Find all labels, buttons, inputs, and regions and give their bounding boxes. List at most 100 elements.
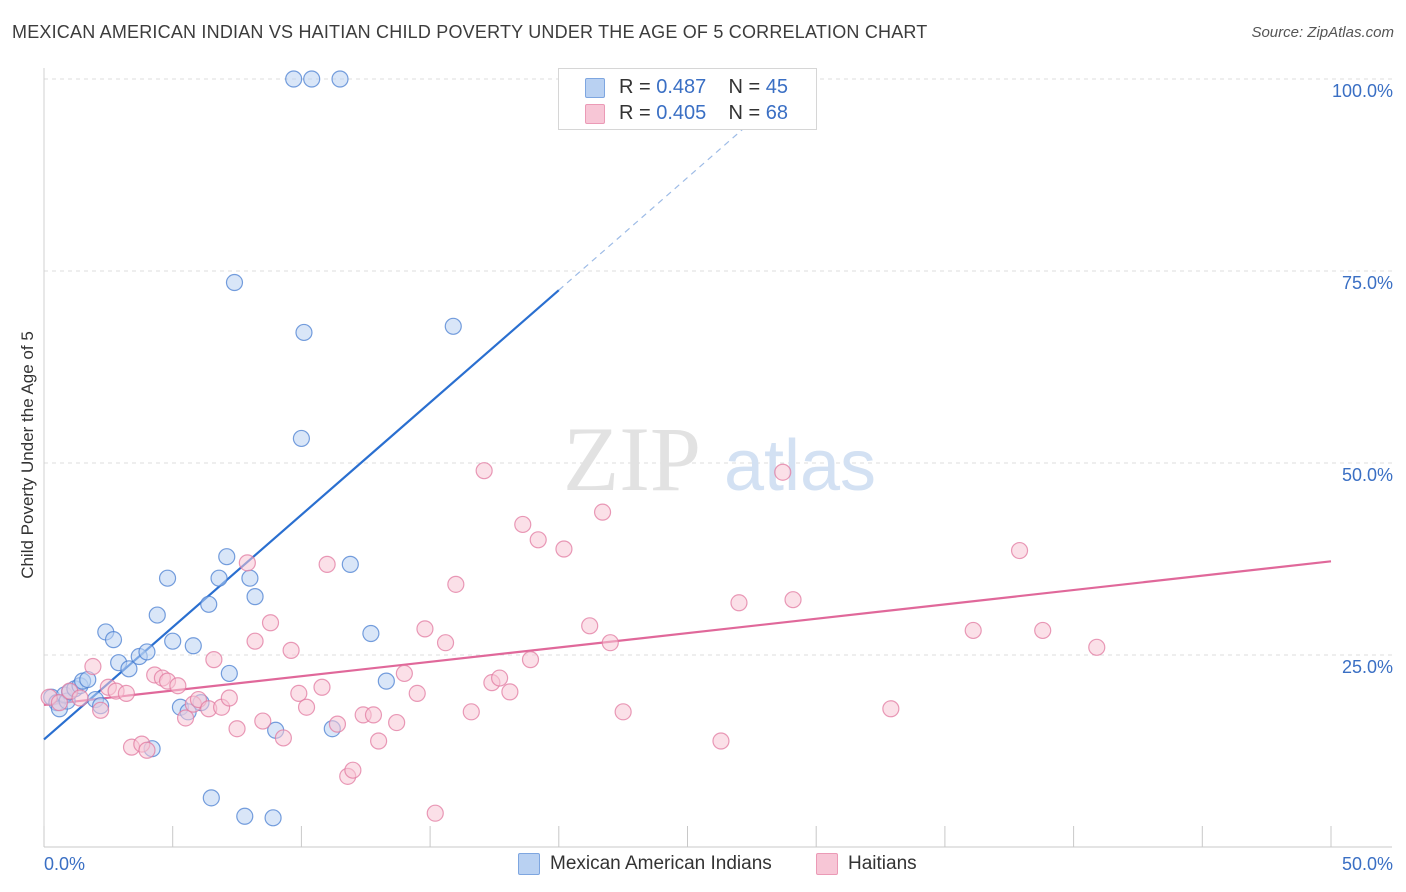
point-haitian (364, 706, 383, 724)
point-mexican-american-indian (292, 429, 310, 448)
point-haitian (313, 678, 331, 696)
point-mexican-american-indian (120, 660, 138, 678)
point-haitian (282, 641, 300, 659)
data-points (40, 70, 1106, 827)
point-haitian (601, 634, 619, 652)
watermark-zip: ZIP (563, 408, 701, 510)
point-mexican-american-indian (225, 273, 244, 292)
point-mexican-american-indian (138, 643, 156, 661)
chart-source: Source: ZipAtlas.com (1251, 24, 1394, 41)
point-mexican-american-indian (164, 632, 182, 650)
x-tick-label: 0.0% (44, 854, 85, 874)
point-haitian (1010, 541, 1029, 560)
point-mexican-american-indian (341, 555, 359, 573)
point-haitian (416, 620, 434, 638)
point-haitian (261, 614, 280, 632)
point-haitian (254, 712, 272, 730)
point-haitian (593, 503, 612, 521)
tick-labels: 25.0% 50.0% 75.0% 100.0% 0.0% 50.0% (44, 81, 1393, 874)
point-mexican-american-indian (184, 637, 202, 655)
point-haitian (395, 664, 413, 683)
y-tick-label: 25.0% (1342, 657, 1393, 677)
point-haitian (297, 698, 316, 716)
point-mexican-american-indian (285, 70, 303, 88)
legend-swatch-pink (585, 104, 605, 124)
x-tick-label: 50.0% (1342, 854, 1393, 874)
point-haitian (176, 709, 195, 727)
point-haitian (388, 713, 406, 732)
point-haitian (84, 657, 102, 676)
point-mexican-american-indian (158, 569, 177, 587)
point-haitian (964, 621, 982, 640)
trend-line-pink (43, 560, 1332, 707)
point-haitian (220, 689, 238, 707)
point-haitian (344, 761, 362, 779)
point-mexican-american-indian (210, 569, 228, 587)
trend-line-blue-extension (558, 120, 753, 291)
point-haitian (50, 694, 69, 712)
legend-n-value: 45 (765, 76, 789, 98)
point-mexican-american-indian (241, 569, 259, 587)
point-mexican-american-indian (246, 588, 264, 606)
point-mexican-american-indian (218, 548, 236, 566)
point-mexican-american-indian (148, 606, 166, 624)
point-haitian (71, 689, 89, 707)
point-mexican-american-indian (202, 789, 220, 807)
point-haitian (614, 703, 632, 721)
point-haitian (774, 463, 792, 481)
point-haitian (529, 531, 547, 549)
legend-r-value: 0.487 (656, 76, 707, 98)
y-tick-label: 50.0% (1342, 465, 1393, 485)
point-mexican-american-indian (104, 631, 123, 649)
gridlines (44, 78, 1392, 656)
point-haitian (1034, 621, 1052, 640)
point-haitian (514, 515, 532, 534)
point-mexican-american-indian (377, 672, 395, 690)
chart-title: MEXICAN AMERICAN INDIAN VS HAITIAN CHILD… (12, 22, 928, 42)
point-mexican-american-indian (331, 70, 349, 88)
legend-n-label: N = (728, 102, 761, 124)
point-mexican-american-indian (236, 807, 254, 825)
legend-n-value: 68 (765, 102, 789, 124)
point-haitian (555, 540, 573, 558)
point-haitian (475, 462, 493, 480)
point-haitian (730, 594, 748, 612)
point-haitian (274, 729, 292, 747)
point-haitian (436, 634, 455, 652)
y-tick-label: 75.0% (1342, 273, 1393, 293)
point-haitian (462, 703, 480, 721)
point-mexican-american-indian (220, 664, 238, 683)
point-haitian (117, 684, 135, 703)
watermark-atlas: atlas (724, 426, 876, 506)
point-haitian (328, 715, 347, 733)
point-haitian (169, 677, 187, 695)
point-haitian (138, 741, 156, 759)
bottom-legend-label-pink: Haitians (848, 853, 917, 874)
point-haitian (205, 651, 223, 669)
bottom-legend-swatch-pink (816, 853, 838, 875)
point-mexican-american-indian (303, 70, 321, 88)
point-haitian (501, 683, 519, 701)
bottom-legend-label-blue: Mexican American Indians (550, 853, 772, 874)
legend-r-label: R = (619, 76, 651, 98)
point-haitian (238, 554, 256, 572)
point-haitian (1088, 638, 1106, 656)
bottom-legend-swatch-blue (518, 853, 540, 875)
axes (43, 68, 1392, 848)
point-haitian (581, 617, 599, 635)
point-mexican-american-indian (362, 624, 380, 643)
point-haitian (447, 575, 465, 593)
point-haitian (712, 732, 730, 750)
legend-r-label: R = (619, 102, 651, 124)
point-mexican-american-indian (264, 809, 282, 827)
point-mexican-american-indian (295, 323, 313, 342)
watermark: ZIP atlas (563, 408, 876, 510)
legend-n-label: N = (728, 76, 761, 98)
point-haitian (882, 700, 900, 718)
point-haitian (318, 555, 336, 573)
point-haitian (490, 669, 509, 687)
point-haitian (370, 732, 388, 750)
point-haitian (408, 684, 426, 703)
point-haitian (426, 804, 444, 822)
